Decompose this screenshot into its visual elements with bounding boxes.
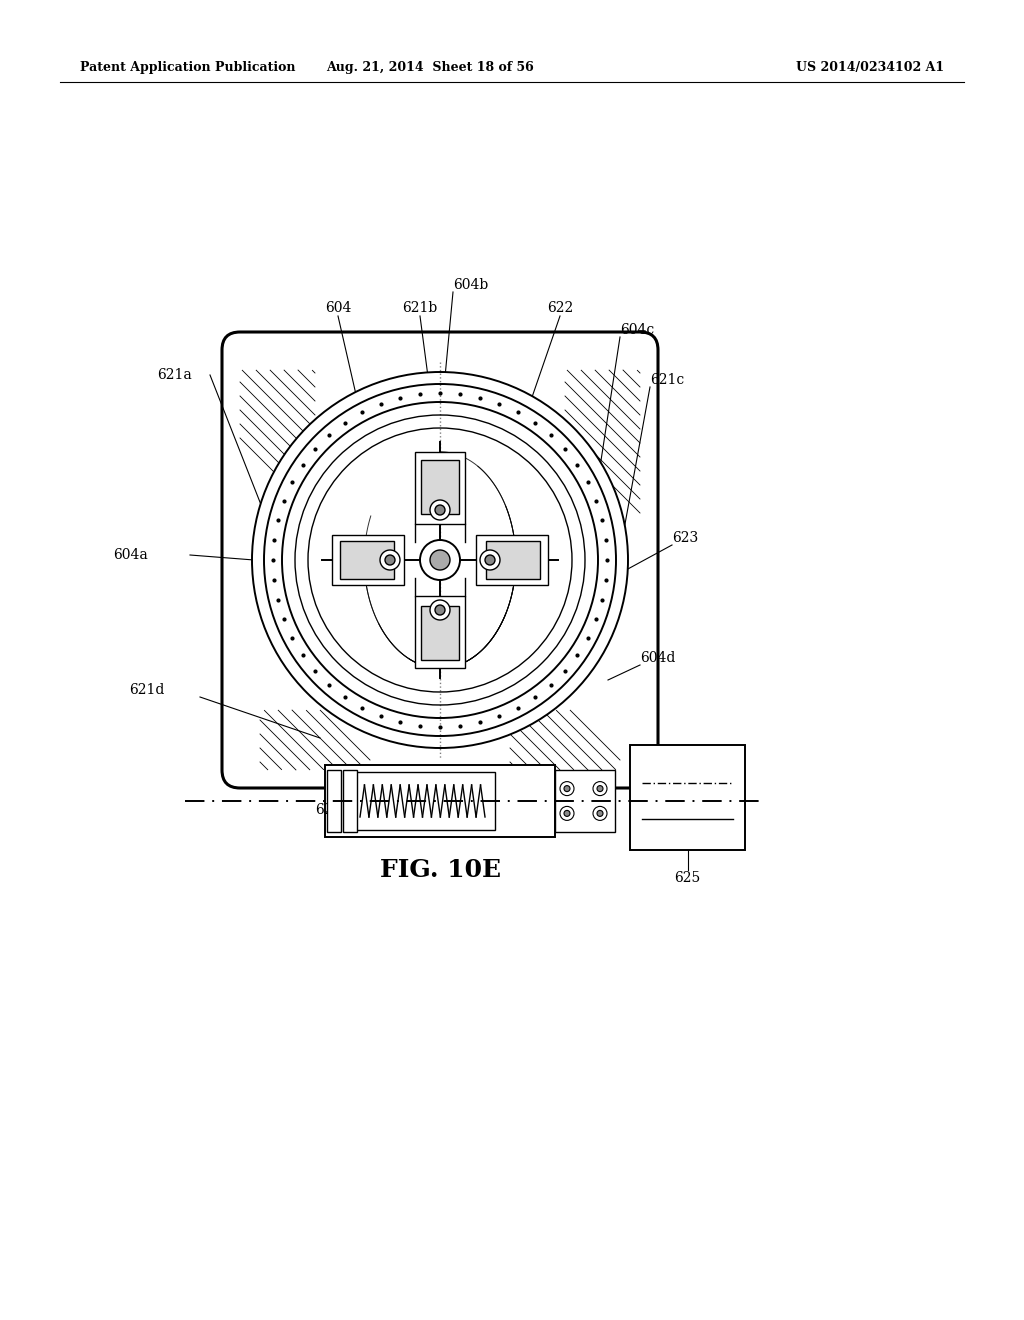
Circle shape <box>380 550 400 570</box>
Bar <box>332 535 404 585</box>
Text: 621a: 621a <box>158 368 193 381</box>
Circle shape <box>435 605 445 615</box>
Text: 625: 625 <box>675 871 700 884</box>
Text: 624: 624 <box>314 803 341 817</box>
Circle shape <box>564 810 570 816</box>
Bar <box>421 606 459 660</box>
Text: 622: 622 <box>547 301 573 315</box>
Text: 604c: 604c <box>620 323 654 337</box>
Bar <box>415 597 465 668</box>
FancyBboxPatch shape <box>222 333 658 788</box>
Circle shape <box>597 810 603 816</box>
Bar <box>476 535 548 585</box>
Text: 604: 604 <box>325 301 351 315</box>
Text: Aug. 21, 2014  Sheet 18 of 56: Aug. 21, 2014 Sheet 18 of 56 <box>326 62 534 74</box>
Bar <box>486 541 540 579</box>
Bar <box>355 772 495 830</box>
Circle shape <box>564 785 570 792</box>
Text: 604b: 604b <box>453 279 488 292</box>
Circle shape <box>430 550 450 570</box>
Text: 604a: 604a <box>114 548 148 562</box>
Text: 623: 623 <box>672 531 698 545</box>
Text: 621c: 621c <box>650 374 684 387</box>
Circle shape <box>385 554 395 565</box>
Text: Patent Application Publication: Patent Application Publication <box>80 62 296 74</box>
Bar <box>327 770 341 832</box>
Circle shape <box>430 500 450 520</box>
Text: 621b: 621b <box>402 301 437 315</box>
Circle shape <box>560 807 574 821</box>
Circle shape <box>430 601 450 620</box>
Bar <box>555 770 615 832</box>
Text: 604d: 604d <box>640 651 676 665</box>
Circle shape <box>485 554 495 565</box>
Circle shape <box>593 781 607 796</box>
Bar <box>630 744 745 850</box>
Bar <box>343 770 357 832</box>
Circle shape <box>593 807 607 821</box>
Bar <box>325 766 555 837</box>
Circle shape <box>480 550 500 570</box>
Text: FIG. 10E: FIG. 10E <box>380 858 501 882</box>
Text: 621d: 621d <box>130 682 165 697</box>
Bar <box>415 451 465 524</box>
Circle shape <box>597 785 603 792</box>
Text: US 2014/0234102 A1: US 2014/0234102 A1 <box>796 62 944 74</box>
Bar <box>340 541 394 579</box>
Text: 620: 620 <box>442 803 468 817</box>
Circle shape <box>420 540 460 579</box>
Circle shape <box>252 372 628 748</box>
Circle shape <box>560 781 574 796</box>
Bar <box>421 459 459 513</box>
Circle shape <box>435 506 445 515</box>
